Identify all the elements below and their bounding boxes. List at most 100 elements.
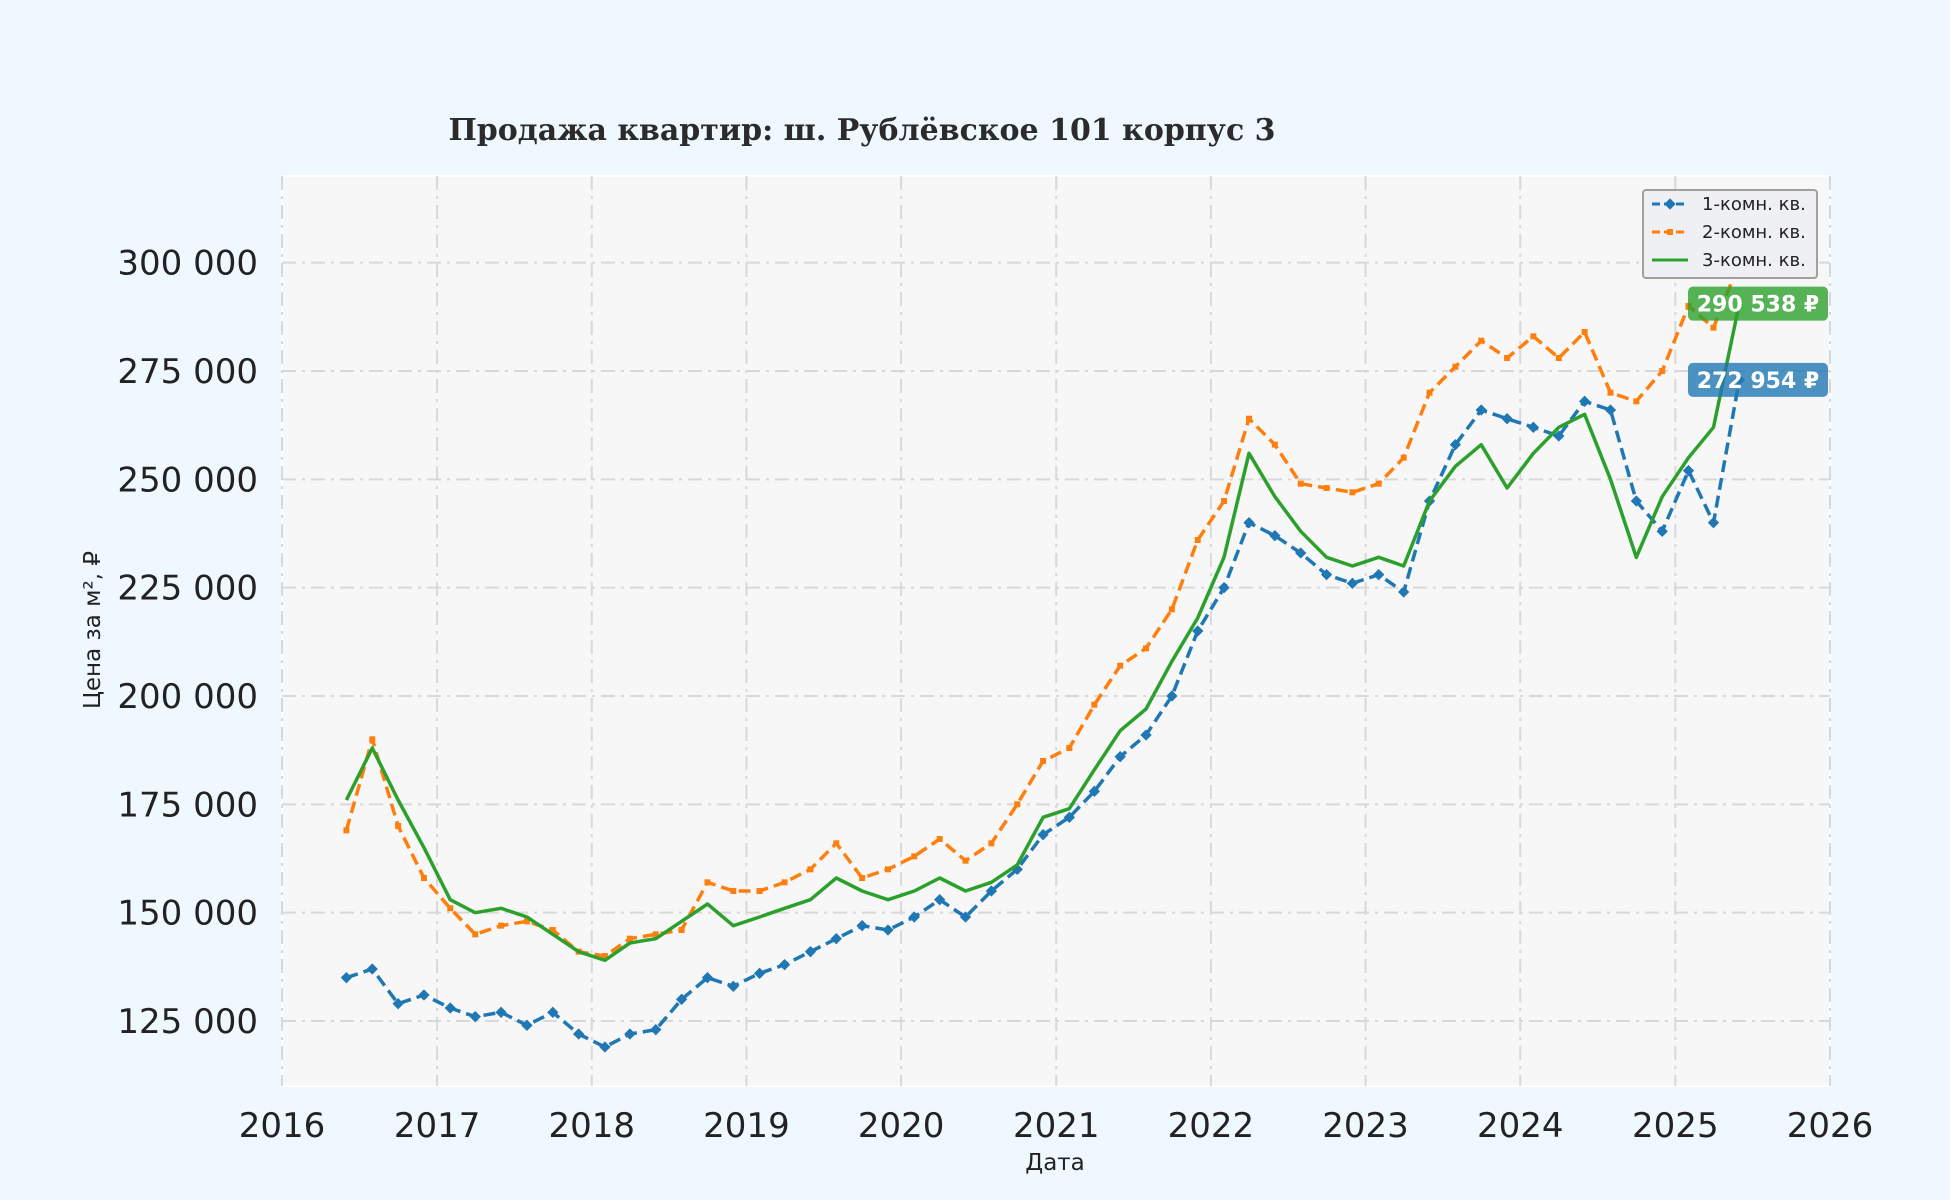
data-point	[701, 972, 714, 984]
data-point	[469, 1011, 481, 1023]
data-point	[624, 1028, 636, 1040]
data-point	[547, 1006, 559, 1018]
data-point	[856, 920, 868, 932]
x-tick-label: 2023	[1322, 1106, 1409, 1146]
y-tick-label: 250 000	[117, 460, 258, 500]
data-point	[447, 905, 454, 912]
data-point	[1246, 415, 1253, 422]
chart-title: Продажа квартир: ш. Рублёвское 101 корпу…	[448, 113, 1275, 148]
y-tick-label: 200 000	[117, 677, 258, 717]
data-point	[340, 972, 353, 984]
data-point	[1091, 701, 1098, 708]
legend-label: 2-комн. кв.	[1702, 222, 1806, 243]
x-tick-label: 2021	[1013, 1106, 1100, 1146]
data-point	[1143, 645, 1150, 652]
value-badge	[1688, 362, 1828, 397]
x-axis-label: Дата	[1025, 1150, 1085, 1176]
series-line	[344, 303, 1742, 963]
data-point	[1530, 333, 1537, 340]
data-point	[908, 911, 920, 923]
data-point	[830, 933, 842, 945]
data-point	[778, 959, 791, 971]
data-point	[1501, 413, 1513, 425]
data-point	[1373, 569, 1385, 581]
data-point	[498, 922, 505, 929]
x-tick-label: 2022	[1168, 1106, 1255, 1146]
data-point	[392, 998, 404, 1010]
data-point	[753, 967, 766, 979]
data-point	[1478, 337, 1485, 344]
data-point	[420, 875, 427, 881]
x-tick-label: 2018	[549, 1106, 636, 1146]
data-point	[936, 836, 943, 842]
data-point	[730, 888, 737, 894]
y-axis-ticks: 125 000 150 000 175 000 200 000 225 000 250 0…	[117, 244, 258, 1042]
data-point	[523, 918, 530, 925]
data-point	[727, 980, 739, 992]
data-point	[884, 866, 891, 873]
data-point	[1504, 355, 1511, 361]
data-point	[678, 927, 685, 933]
data-point	[1218, 582, 1230, 594]
data-point	[1630, 495, 1642, 507]
data-point	[1707, 517, 1720, 529]
y-tick-label: 150 000	[117, 894, 258, 934]
data-point	[369, 736, 376, 743]
data-point	[807, 866, 814, 873]
data-point	[650, 1024, 662, 1036]
data-point	[1375, 480, 1382, 487]
data-point	[1243, 517, 1255, 529]
data-point	[985, 885, 998, 897]
data-point	[1297, 480, 1304, 487]
x-tick-label: 2025	[1632, 1106, 1719, 1146]
x-tick-label: 2019	[703, 1106, 790, 1146]
data-point	[1475, 404, 1487, 416]
data-point	[1400, 454, 1407, 461]
data-point	[1581, 329, 1588, 335]
y-tick-label: 275 000	[117, 352, 258, 392]
value-badge-label: 272 954 ₽	[1697, 369, 1819, 394]
data-point	[1168, 606, 1175, 613]
data-point	[1166, 690, 1178, 702]
data-point	[1114, 751, 1126, 763]
x-tick-label: 2020	[858, 1106, 945, 1146]
data-point	[1117, 662, 1124, 669]
data-point	[549, 927, 556, 933]
data-point	[675, 993, 688, 1005]
y-tick-label: 300 000	[117, 244, 258, 284]
data-point	[1040, 758, 1047, 764]
data-point	[1014, 801, 1021, 808]
data-point	[833, 840, 840, 847]
legend-box	[1642, 189, 1818, 279]
series-lines	[340, 259, 1745, 1053]
data-point	[1140, 729, 1152, 741]
data-point	[1194, 537, 1201, 543]
data-point	[1066, 745, 1073, 751]
data-point	[521, 1019, 533, 1031]
data-point	[599, 1041, 611, 1053]
data-point	[601, 953, 608, 959]
data-point	[1349, 489, 1356, 496]
data-point	[1604, 404, 1617, 416]
data-point	[1063, 811, 1076, 823]
data-point	[1659, 368, 1666, 374]
data-point	[418, 989, 430, 1001]
legend-label: 1-комн. кв.	[1702, 194, 1806, 215]
data-point	[626, 935, 633, 942]
x-tick-label: 2026	[1787, 1106, 1874, 1146]
x-tick-label: 2016	[239, 1106, 326, 1146]
x-axis-ticks: 2016 2017 2018 2019 2020 2021 2022 2023 2024 2025…	[239, 1106, 1874, 1146]
data-point	[495, 1006, 507, 1018]
value-badge	[1688, 286, 1828, 321]
data-point	[959, 911, 972, 923]
data-point	[704, 879, 711, 886]
data-point	[572, 1028, 585, 1040]
data-point	[1398, 586, 1410, 598]
data-point	[343, 827, 350, 834]
y-tick-label: 125 000	[117, 1002, 258, 1042]
data-point	[366, 963, 378, 975]
data-point	[882, 924, 894, 936]
x-tick-label: 2017	[394, 1106, 481, 1146]
y-tick-label: 175 000	[117, 785, 258, 825]
